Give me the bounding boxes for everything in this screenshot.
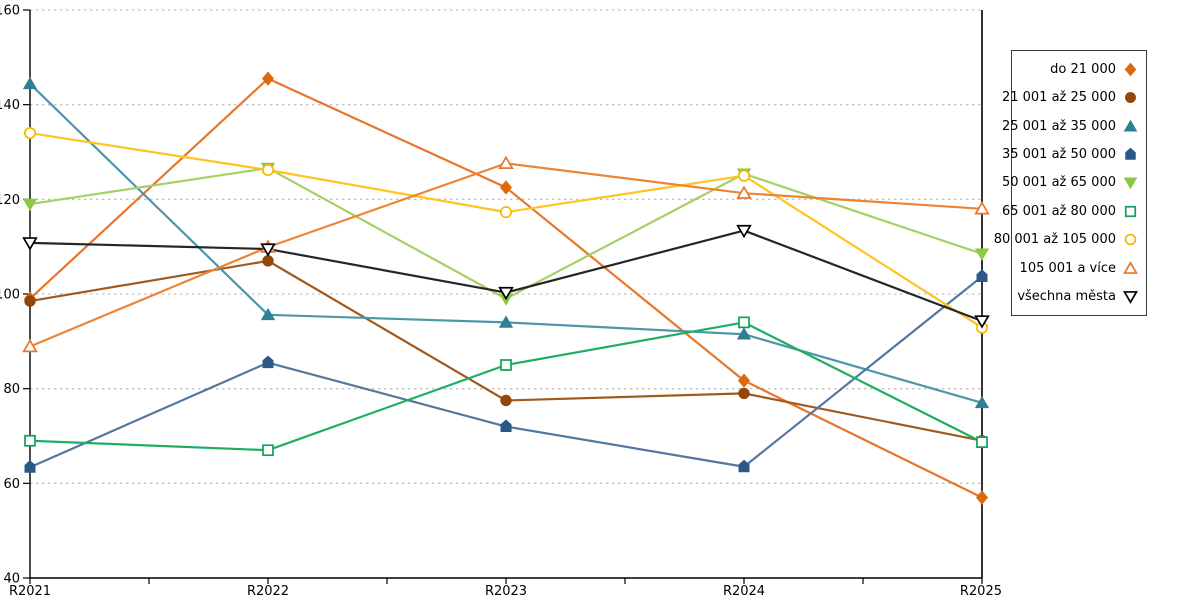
legend-label: 80 001 až 105 000 [993,232,1116,248]
legend-label: 25 001 až 35 000 [1001,118,1116,134]
data-point-7-R2024 [736,185,752,199]
data-point-8-R2021 [22,237,38,251]
triangle-up-marker-icon [1123,119,1138,132]
data-point-7-R2021 [22,338,38,353]
legend-marker-shape-3 [1125,147,1136,160]
legend-label: 21 001 až 25 000 [1001,90,1116,106]
y-tick-label: 140 [0,98,20,113]
data-point-8-R2024 [736,224,752,239]
legend-label: 105 001 a více [1019,260,1116,276]
data-point-1-R2024 [738,387,750,400]
series-markers [22,71,990,505]
data-point-1-R2021 [24,295,36,307]
triangle-up-marker-icon [1123,260,1138,274]
y-tick-label: 100 [0,288,20,303]
data-point-5-R2025 [976,436,988,449]
x-tick-label: R2024 [723,584,765,599]
data-point-0-R2022 [261,71,275,86]
data-point-6-R2022 [261,163,275,177]
legend-label: 35 001 až 50 000 [1001,147,1116,163]
y-tick-label: 80 [3,382,20,397]
data-point-3-R2021 [24,460,36,473]
data-point-3-R2022 [262,355,274,369]
legend-label: 65 001 až 80 000 [1001,203,1116,219]
data-point-4-R2021 [22,198,38,212]
data-point-6-R2024 [737,169,751,182]
legend-item-6: 80 001 až 105 000 [994,232,1138,247]
data-point-2-R2024 [736,327,752,340]
x-tick-label: R2021 [9,584,51,599]
y-tick-label: 120 [0,193,20,208]
legend-marker-shape-6 [1124,234,1137,246]
data-point-8-R2022 [260,243,276,257]
x-axis: R2021 R2022 R2023 R2024 R2025 [9,577,1002,599]
legend-item-7: 105 001 a více [1019,260,1138,276]
legend-item-4: 50 001 až 65 000 [1002,175,1138,190]
data-point-2-R2021 [22,76,38,90]
data-point-6-R2023 [499,206,513,219]
data-point-0-R2025 [975,490,989,505]
legend-marker-shape-1 [1125,92,1136,104]
legend-item-1: 21 001 až 25 000 [1002,90,1138,105]
legend-item-2: 25 001 až 35 000 [1002,119,1138,134]
data-point-1-R2023 [500,394,512,407]
legend-label: do 21 000 [1050,61,1116,77]
legend-marker-shape-5 [1124,205,1137,218]
legend-marker-shape-2 [1123,119,1138,132]
data-point-3-R2024 [738,459,750,473]
x-tick-label: R2022 [247,584,289,599]
series-line-2 [28,82,984,404]
data-point-3-R2025 [976,269,988,282]
data-point-8-R2025 [974,315,990,329]
legend-marker-shape-8 [1123,291,1138,305]
circle-marker-icon [1125,92,1136,104]
data-point-0-R2024 [737,373,751,388]
y-tick-label: 60 [3,477,20,492]
data-point-2-R2023 [498,315,514,328]
data-point-6-R2021 [23,127,37,140]
legend-marker-shape-7 [1123,260,1138,274]
circle-marker-icon [1124,234,1137,246]
x-tick-label: R2025 [960,584,1002,599]
legend: do 21 000 21 001 až 25 000 25 001 až 35 00… [994,50,1147,316]
square-marker-icon [1124,205,1137,218]
legend-item-0: do 21 000 [1020,62,1138,77]
data-point-2-R2022 [260,307,276,321]
y-tick-label: 40 [3,572,20,587]
data-point-8-R2023 [498,286,514,301]
data-point-0-R2023 [499,180,513,195]
data-point-7-R2025 [974,201,990,215]
pentagon-marker-icon [1125,147,1136,160]
legend-marker-shape-4 [1123,177,1138,190]
y-axis: 40 60 80 100 120 140 160 [0,4,31,587]
data-point-5-R2024 [738,316,750,329]
data-point-5-R2022 [262,444,274,457]
triangle-down-marker-icon [1123,177,1138,190]
diamond-marker-icon [1124,62,1137,77]
data-point-5-R2021 [24,434,36,447]
series-line-8 [28,229,984,323]
legend-label: všechna města [1017,289,1116,305]
x-tick-label: R2023 [485,584,527,599]
legend-item-5: 65 001 až 80 000 [1002,204,1138,219]
data-point-5-R2023 [500,359,512,371]
triangle-down-marker-icon [1123,291,1138,305]
legend-item-8: všechna města [1017,289,1138,305]
legend-item-3: 35 001 až 50 000 [1002,147,1138,162]
data-point-7-R2023 [498,155,514,170]
y-tick-label: 160 [0,4,20,19]
data-point-1-R2022 [262,255,274,267]
legend-label: 50 001 až 65 000 [1001,175,1116,191]
data-point-3-R2023 [500,419,512,433]
legend-marker-shape-0 [1124,62,1137,77]
data-point-2-R2025 [974,395,990,409]
data-point-4-R2025 [974,248,990,261]
